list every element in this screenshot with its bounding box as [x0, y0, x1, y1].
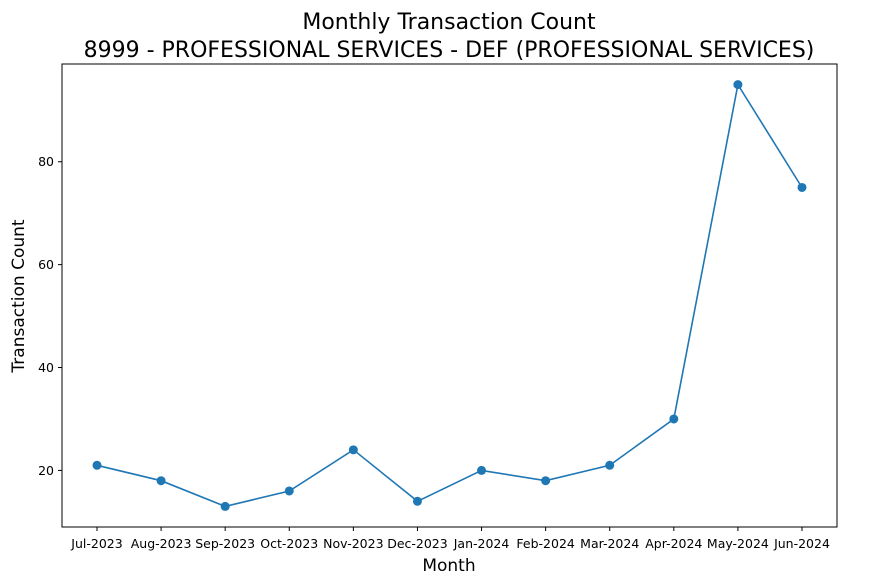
data-point	[541, 476, 551, 486]
y-tick-label: 60	[38, 257, 54, 272]
x-tick-label: Sep-2023	[195, 536, 255, 551]
x-tick-label: May-2024	[707, 536, 769, 551]
x-tick-label: Oct-2023	[260, 536, 318, 551]
x-tick-label: Nov-2023	[323, 536, 383, 551]
y-axis-label: Transaction Count	[9, 219, 29, 373]
x-tick-label: Dec-2023	[387, 536, 448, 551]
x-tick-label: Jul-2023	[70, 536, 122, 551]
y-tick-label: 40	[38, 360, 54, 375]
x-axis-label: Month	[422, 556, 475, 576]
data-point	[605, 460, 615, 470]
x-tick-label: Jan-2024	[453, 536, 510, 551]
y-tick-label: 20	[38, 463, 54, 478]
series-line	[96, 82, 803, 508]
data-point	[477, 465, 487, 475]
data-point	[669, 414, 679, 424]
x-axis: Jul-2023 Aug-2023 Sep-2023 Oct-2023 Nov-2023…	[70, 527, 830, 551]
data-point	[284, 486, 294, 496]
data-point	[92, 460, 102, 470]
data-point	[412, 496, 422, 506]
data-point	[733, 80, 743, 90]
plot-frame	[61, 63, 838, 528]
data-point	[348, 445, 358, 455]
series-group	[92, 80, 807, 511]
y-axis: 20 40 60 80	[38, 154, 62, 478]
chart-subtitle: 8999 - PROFESSIONAL SERVICES - DEF (PROF…	[84, 38, 815, 63]
x-tick-label: Feb-2024	[516, 536, 575, 551]
plot-area	[61, 63, 838, 528]
x-tick-label: Jun-2024	[773, 536, 830, 551]
x-tick-label: Mar-2024	[580, 536, 639, 551]
data-point	[220, 501, 230, 511]
x-tick-label: Apr-2024	[645, 536, 702, 551]
chart-title: Monthly Transaction Count	[302, 10, 596, 35]
y-tick-label: 80	[38, 154, 54, 169]
x-tick-label: Aug-2023	[131, 536, 192, 551]
data-point	[156, 476, 166, 486]
data-point	[797, 182, 807, 192]
